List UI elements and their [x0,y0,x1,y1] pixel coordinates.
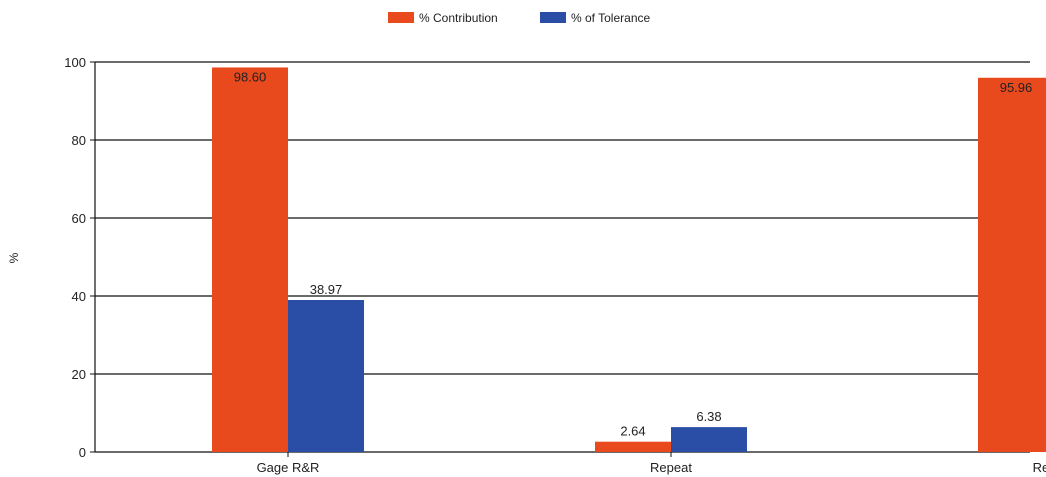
data-label: 38.97 [310,282,343,297]
bars [212,67,1046,453]
y-axis-ticks: 0 20 40 60 80 100 [64,55,95,460]
x-axis-ticks: Gage R&RRepeatReprodPart-to-Part [257,452,1046,475]
legend-swatch [540,12,566,23]
bar [595,441,671,452]
data-label: 98.60 [234,69,267,84]
bar [212,67,288,453]
data-label: 6.38 [696,409,721,424]
y-tick-label: 100 [64,55,86,70]
y-tick-label: 60 [72,211,86,226]
y-tick-label: 0 [79,445,86,460]
y-axis-title: % [7,252,21,263]
bar [978,77,1046,453]
legend-label: % of Tolerance [571,11,650,25]
data-label: 95.96 [1000,80,1033,95]
legend-swatch [388,12,414,23]
legend-label: % Contribution [419,11,498,25]
x-tick-label: Reprod [1033,460,1046,475]
y-tick-label: 20 [72,367,86,382]
x-tick-label: Gage R&R [257,460,320,475]
legend: % Contribution % of Tolerance [388,11,650,25]
y-tick-label: 80 [72,133,86,148]
bar [288,300,364,452]
bar [671,427,747,452]
data-label: 2.64 [620,424,645,439]
y-tick-label: 40 [72,289,86,304]
x-tick-label: Repeat [650,460,692,475]
